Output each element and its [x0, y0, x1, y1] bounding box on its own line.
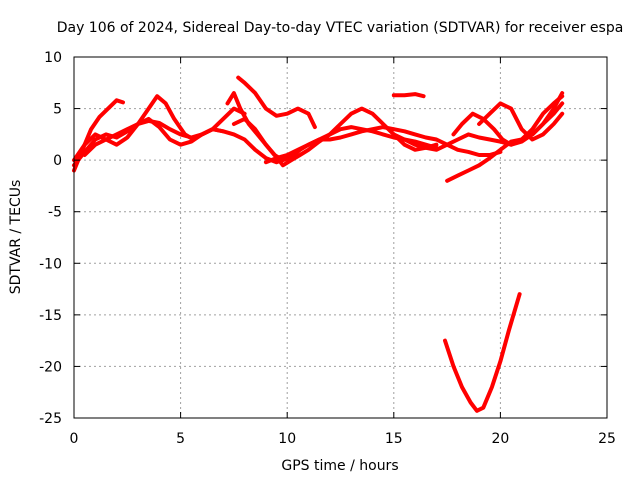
- plot-frame: [73, 56, 608, 419]
- x-tick-label: 15: [385, 431, 403, 447]
- y-tick-label: 10: [44, 50, 62, 66]
- x-tick-label: 20: [491, 431, 509, 447]
- x-tick-label: 0: [70, 431, 79, 447]
- x-tick-label: 10: [278, 431, 296, 447]
- x-tick-label: 25: [598, 431, 616, 447]
- series-line-track-10: [391, 92, 426, 99]
- series-line-track-12: [451, 94, 565, 147]
- y-tick-label: -15: [39, 308, 62, 324]
- series-line-track-7: [231, 106, 439, 168]
- series-line-track-4: [82, 118, 290, 165]
- x-tick-label: 5: [176, 431, 185, 447]
- x-axis-label: GPS time / hours: [281, 458, 398, 474]
- series-line-track-13: [477, 101, 565, 142]
- grid: [74, 57, 607, 418]
- y-tick-label: 0: [53, 153, 62, 169]
- series-line-track-8: [263, 125, 503, 165]
- y-tick-label: -5: [48, 205, 62, 221]
- series-layer: [72, 75, 565, 413]
- series-line-track-11: [445, 101, 565, 183]
- y-tick-label: -20: [39, 359, 62, 375]
- chart-title: Day 106 of 2024, Sidereal Day-to-day VTE…: [57, 20, 624, 36]
- y-tick-label: -10: [39, 256, 62, 272]
- y-tick-label: 5: [53, 102, 62, 118]
- series-line-track-6: [236, 75, 317, 130]
- y-axis-label: SDTVAR / TECUs: [8, 180, 24, 295]
- axis-ticks: 0 5 10 15 20 25 10 5 0 -5 -10 -15 -20 -25: [39, 50, 616, 447]
- y-tick-label: -25: [39, 411, 62, 427]
- series-line-track-14: [443, 292, 522, 413]
